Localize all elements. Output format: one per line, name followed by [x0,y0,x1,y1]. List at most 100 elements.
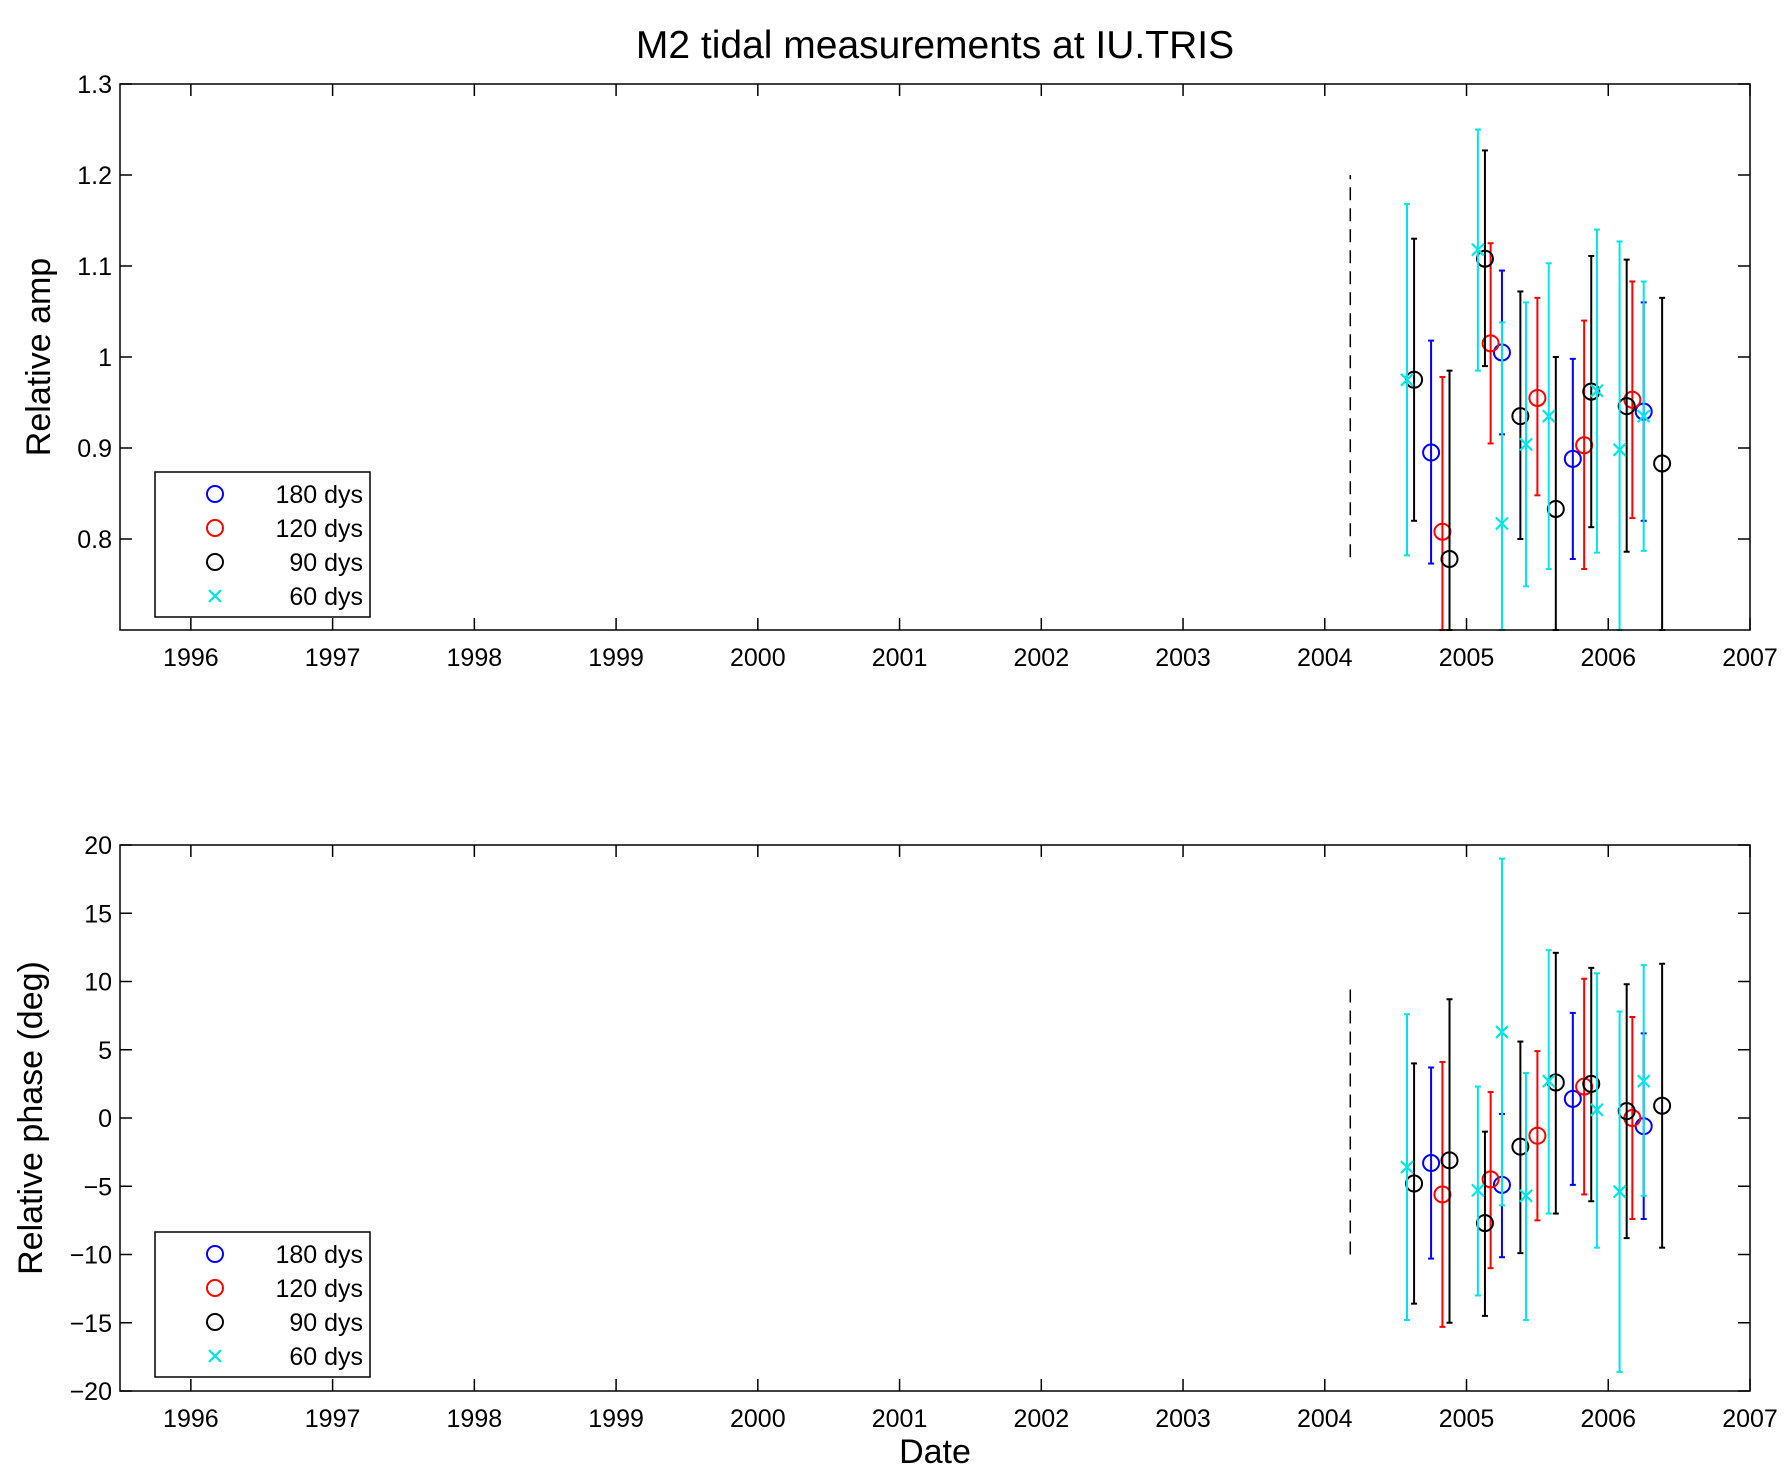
data-point [1511,407,1530,426]
data-point [1636,409,1651,423]
data-point [1481,1170,1500,1189]
data-point [1590,383,1604,398]
series-60-dys [1400,128,1651,631]
data-point [1440,1151,1459,1170]
legend-label: 120 dys [275,515,363,543]
y-tick-label: 1 [98,344,112,372]
data-point [1612,443,1627,457]
data-point [1590,1103,1604,1117]
legend-box [154,471,371,618]
y-tick-label: 5 [98,1037,112,1065]
data-point [1481,334,1500,353]
data-point [1495,1025,1509,1039]
data-point [1541,1074,1556,1088]
x-tick-label: 2005 [1439,1405,1495,1433]
x-tick-label: 1998 [447,1405,503,1433]
legend-marker [206,485,224,503]
x-tick-label: 2004 [1297,1405,1353,1433]
x-tick-label: 2006 [1580,644,1636,672]
x-tick-label: 1996 [163,1405,219,1433]
series-90-dys [1405,951,1672,1324]
legend-marker [206,1313,224,1331]
y-tick-label: 0.8 [77,526,112,554]
series-60-dys [1400,857,1651,1373]
y-tick-label: 1.2 [77,162,112,190]
legend-box [154,1231,371,1378]
data-point [1519,437,1533,452]
x-tick-label: 2001 [872,1405,928,1433]
data-point [1563,449,1582,468]
x-tick-label: 2000 [730,644,786,672]
x-tick-label: 2007 [1722,644,1778,672]
series-90-dys [1405,149,1672,631]
legend-marker [206,1245,224,1263]
legend-marker [206,519,224,537]
data-point [1400,1160,1414,1174]
x-tick-label: 2001 [872,644,928,672]
data-point [1471,242,1485,257]
x-tick-label: 2000 [730,1405,786,1433]
legend-label: 60 dys [289,1343,363,1371]
legend-label: 90 dys [289,549,363,577]
data-point [1541,409,1556,423]
x-tick-label: 2002 [1013,1405,1069,1433]
y-axis-label: Relative amp [20,258,58,456]
x-tick-label: 2006 [1580,1405,1636,1433]
y-tick-label: 1.3 [77,71,112,99]
legend-marker [208,589,222,603]
phase-panel: 1996 1997 1998 1999 2000 2001 2002 2003 2004 2005… [12,832,1778,1471]
figure-title: M2 tidal measurements at IU.TRIS [636,24,1234,67]
y-tick-label: 0.9 [77,435,112,463]
legend: 180 dys 120 dys 90 dys 60 dys [154,1231,371,1378]
x-tick-label: 2003 [1155,644,1211,672]
data-point [1563,1089,1582,1108]
data-point [1519,1189,1533,1203]
series-120-dys [1433,242,1642,631]
x-tick-label: 2007 [1722,1405,1778,1433]
y-tick-label: 1.1 [77,253,112,281]
legend-label: 180 dys [275,1241,363,1269]
x-axis-label: Date [899,1433,971,1471]
x-tick-label: 2005 [1439,644,1495,672]
x-tick-label: 2003 [1155,1405,1211,1433]
y-tick-label: 10 [84,969,112,997]
legend-label: 180 dys [275,481,363,509]
amplitude-panel: 1996 1997 1998 1999 2000 2001 2002 2003 2004 2005… [20,71,1778,672]
y-tick-label: −5 [83,1173,112,1201]
x-tick-label: 2004 [1297,644,1353,672]
x-tick-label: 1997 [305,644,361,672]
data-point [1400,372,1414,387]
legend-label: 60 dys [289,583,363,611]
y-tick-label: 0 [98,1105,112,1133]
legend-label: 120 dys [275,1275,363,1303]
data-point [1582,1074,1601,1093]
data-point [1422,1154,1441,1173]
y-tick-label: 15 [84,900,112,928]
x-tick-label: 1999 [588,1405,644,1433]
data-point [1471,1183,1485,1198]
data-point [1653,454,1672,473]
y-tick-label: 20 [84,832,112,860]
data-point [1636,1074,1651,1088]
x-tick-label: 1998 [447,644,503,672]
x-tick-label: 1997 [305,1405,361,1433]
data-point [1528,1126,1547,1145]
legend-label: 90 dys [289,1309,363,1337]
y-tick-label: −10 [70,1242,112,1270]
series-120-dys [1433,977,1642,1328]
data-point [1612,1184,1627,1199]
legend-marker [208,1349,222,1363]
y-tick-label: −20 [70,1378,112,1406]
legend-marker [206,1279,224,1297]
legend: 180 dys 120 dys 90 dys 60 dys [154,471,371,618]
x-tick-label: 2002 [1013,644,1069,672]
data-point [1440,550,1459,569]
x-tick-label: 1999 [588,644,644,672]
data-point [1653,1096,1672,1115]
data-point [1623,390,1642,409]
data-point [1511,1137,1530,1156]
data-point [1495,516,1509,531]
data-point [1422,443,1441,462]
x-tick-label: 1996 [163,644,219,672]
